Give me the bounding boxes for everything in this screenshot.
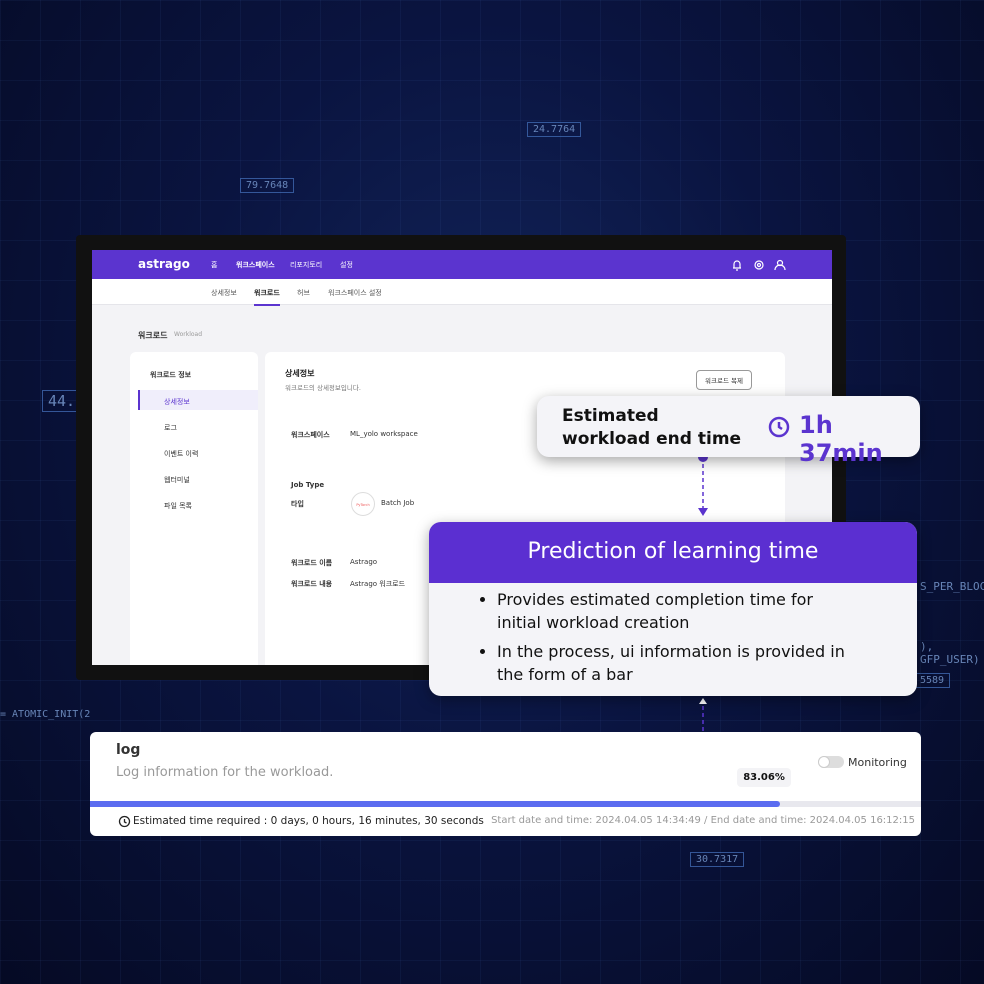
estimate-label: Estimated workload end time <box>562 406 742 449</box>
section-label: Job Type <box>291 481 325 489</box>
nav-item[interactable]: 리포지토리 <box>290 261 323 269</box>
dates: Start date and time: 2024.04.05 14:34:49… <box>491 815 915 826</box>
clock-icon <box>118 815 131 828</box>
field-label: 타입 <box>291 500 304 508</box>
field-label: 워크스페이스 <box>291 431 330 439</box>
page-subtitle: Workload <box>174 331 203 338</box>
page-title: 워크로드 <box>138 331 168 340</box>
sidebar-item[interactable]: 이벤트 이력 <box>164 450 199 458</box>
estimated-time: Estimated time required : 0 days, 0 hour… <box>133 815 484 827</box>
nav-item[interactable]: 워크스페이스 <box>236 261 275 269</box>
field-value: Astrago <box>350 558 378 566</box>
prediction-title: Prediction of learning time <box>527 539 819 564</box>
sidebar: 워크로드 정보 상세정보 로그 이벤트 이력 웹터미널 파일 목록 <box>130 352 258 665</box>
logo[interactable]: astrago <box>138 257 190 271</box>
tab[interactable]: 워크스페이스 설정 <box>328 289 382 297</box>
copy-button[interactable]: 워크로드 복제 <box>696 370 752 390</box>
bullet: Provides estimated completion time for i… <box>497 588 849 634</box>
prediction-card: Prediction of learning time Provides est… <box>429 522 917 696</box>
sidebar-item[interactable]: 상세정보 <box>164 398 190 406</box>
estimate-card: Estimated workload end time 1h 37min <box>537 396 920 467</box>
detail-title: 상세정보 <box>285 369 315 378</box>
log-panel: log Log information for the workload. Mo… <box>90 732 921 836</box>
sidebar-item[interactable]: 로그 <box>164 424 177 432</box>
bg-label: 24.7764 <box>527 122 582 137</box>
progress-label: 83.06% <box>737 768 791 787</box>
prediction-header <box>429 522 917 583</box>
field-label: 워크로드 내용 <box>291 580 333 588</box>
nav-item[interactable]: 설정 <box>340 261 353 269</box>
log-subtitle: Log information for the workload. <box>116 765 334 780</box>
bg-label: 30.7317 <box>690 852 745 867</box>
sidebar-title: 워크로드 정보 <box>150 371 192 379</box>
framework-icon: PyTorch <box>351 492 375 516</box>
bg-label: ), GFP_USER) <box>920 640 980 666</box>
toggle[interactable] <box>818 756 844 768</box>
field-label: 워크로드 이름 <box>291 559 333 567</box>
toggle-label: Monitoring <box>848 756 907 769</box>
field-value: ML_yolo workspace <box>350 430 418 438</box>
prediction-bullets: Provides estimated completion time for i… <box>469 588 849 686</box>
tab[interactable]: 상세정보 <box>211 289 237 297</box>
log-title: log <box>116 742 141 758</box>
tab[interactable]: 허브 <box>297 289 310 297</box>
app-header: astrago 홈 워크스페이스 리포지토리 설정 <box>92 250 832 279</box>
progress-bar <box>90 801 781 807</box>
field-value: Batch Job <box>381 499 415 507</box>
clock-icon <box>768 416 790 438</box>
bg-label: S_PER_BLOCK <box>920 580 984 593</box>
sidebar-active <box>138 390 258 410</box>
bg-label: 79.7648 <box>240 178 295 193</box>
field-value: Astrago 워크로드 <box>350 580 406 588</box>
nav-item[interactable]: 홈 <box>211 261 218 269</box>
bullet: In the process, ui information is provid… <box>497 640 849 686</box>
sidebar-item[interactable]: 웹터미널 <box>164 476 190 484</box>
estimate-value: 1h 37min <box>799 411 883 467</box>
sidebar-item[interactable]: 파일 목록 <box>164 502 192 510</box>
detail-description: 워크로드의 상세정보입니다. <box>285 384 361 392</box>
bg-label: = ATOMIC_INIT(2 <box>0 709 91 720</box>
header-icons[interactable] <box>730 258 790 272</box>
tab-bar: 상세정보 워크로드 허브 워크스페이스 설정 <box>92 279 832 306</box>
tab[interactable]: 워크로드 <box>254 288 280 306</box>
